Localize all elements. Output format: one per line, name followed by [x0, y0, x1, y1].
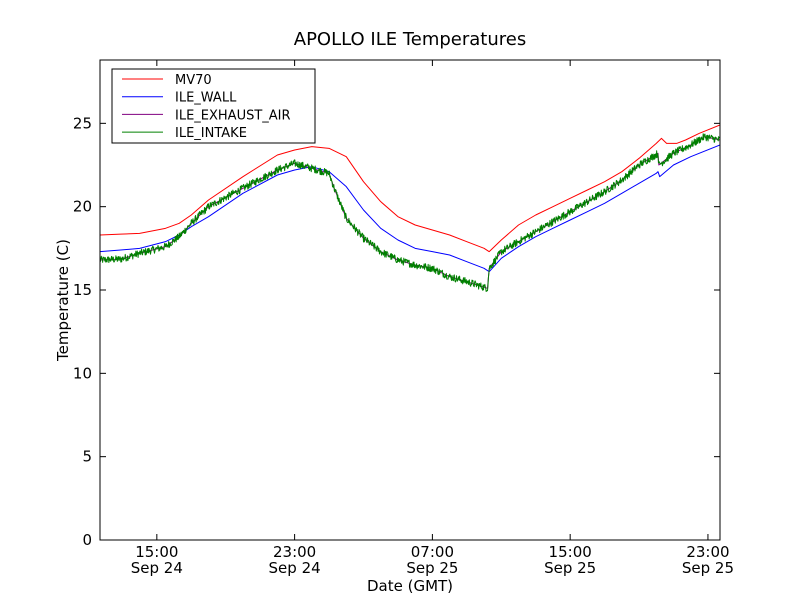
- x-tick-time-label: 15:00: [135, 543, 178, 561]
- x-tick-date-label: Sep 24: [131, 559, 183, 577]
- x-tick-time-label: 07:00: [411, 543, 454, 561]
- series-line-ile-wall: [100, 144, 720, 273]
- y-tick-label: 25: [73, 114, 92, 132]
- legend-label: ILE_WALL: [175, 91, 237, 106]
- x-tick-time-label: 23:00: [273, 543, 316, 561]
- legend-frame: [111, 68, 316, 144]
- y-tick-label: 20: [73, 198, 92, 216]
- legend-label: MV70: [175, 73, 212, 88]
- legend: MV70 ILE_WALL ILE_EXHAUST_AIR ILE_INTAKE: [111, 68, 316, 144]
- legend-label: ILE_EXHAUST_AIR: [175, 108, 291, 123]
- plot-frame: [99, 59, 721, 541]
- x-tick-date-label: Sep 25: [544, 559, 596, 577]
- y-tick-label: 10: [73, 364, 92, 382]
- y-tick-label: 0: [82, 531, 92, 549]
- legend-label: ILE_INTAKE: [175, 126, 247, 141]
- chart-title: APOLLO ILE Temperatures: [294, 29, 526, 50]
- x-tick-date-label: Sep 25: [682, 559, 734, 577]
- y-axis-label: Temperature (C): [54, 239, 72, 362]
- y-tick-label: 5: [82, 448, 92, 466]
- x-tick-time-label: 23:00: [686, 543, 729, 561]
- series-layer: [100, 124, 720, 292]
- x-tick-date-label: Sep 25: [406, 559, 458, 577]
- x-tick-date-label: Sep 24: [269, 559, 321, 577]
- x-axis-label: Date (GMT): [367, 577, 453, 595]
- series-line-mv70: [100, 124, 720, 253]
- x-tick-time-label: 15:00: [549, 543, 592, 561]
- y-tick-label: 15: [73, 281, 92, 299]
- series-line-ile-intake: [100, 133, 720, 292]
